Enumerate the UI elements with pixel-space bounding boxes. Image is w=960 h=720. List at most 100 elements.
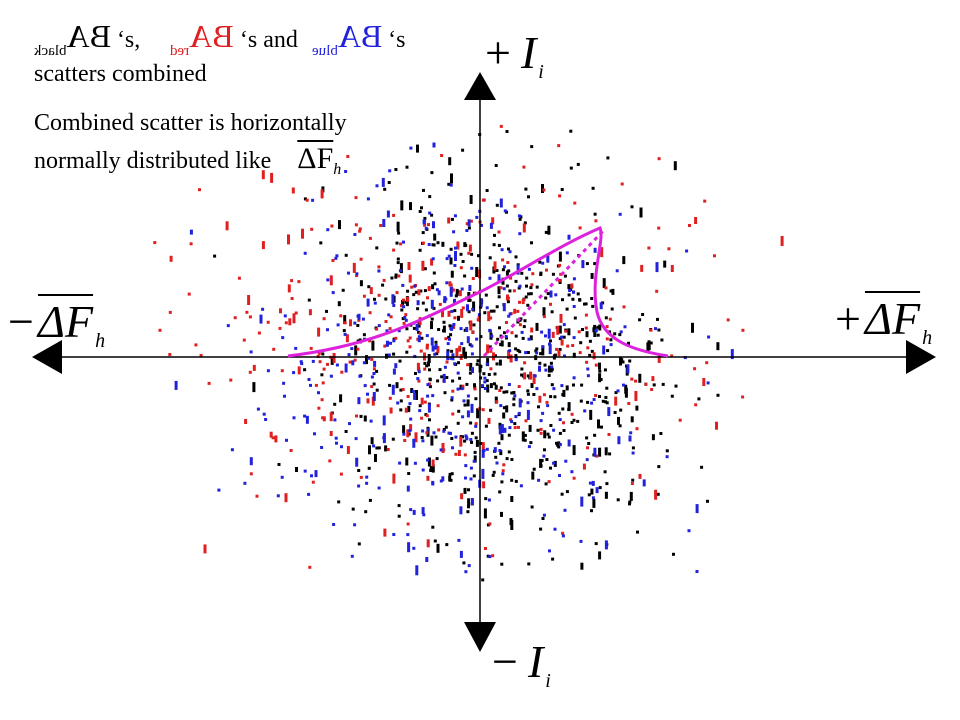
red-point xyxy=(459,266,463,270)
red-point xyxy=(566,344,570,348)
black-point xyxy=(402,425,406,434)
black-point xyxy=(663,260,667,268)
black-point xyxy=(585,262,589,266)
blue-point xyxy=(335,363,339,367)
black-point xyxy=(449,333,453,337)
blue-point xyxy=(503,209,507,213)
blue-point xyxy=(404,318,408,322)
blue-point xyxy=(432,221,435,229)
blue-point xyxy=(353,321,357,325)
red-point xyxy=(647,246,651,250)
red-point xyxy=(667,247,671,251)
blue-point xyxy=(347,271,350,275)
blue-point xyxy=(685,249,689,253)
red-point xyxy=(198,188,201,192)
black-point xyxy=(442,320,446,324)
red-point xyxy=(297,280,301,284)
black-point xyxy=(498,490,502,494)
black-point xyxy=(400,308,404,312)
red-point xyxy=(557,350,561,357)
black-point xyxy=(619,408,623,412)
black-point xyxy=(535,322,539,331)
black-point xyxy=(656,317,659,321)
red-point xyxy=(406,339,410,343)
black-point xyxy=(539,459,543,463)
black-point xyxy=(495,203,499,207)
blue-point xyxy=(412,546,416,550)
black-point xyxy=(614,391,618,395)
black-point xyxy=(213,254,217,258)
red-point xyxy=(356,347,360,351)
blue-point xyxy=(412,509,416,515)
blue-point xyxy=(544,334,547,338)
red-point xyxy=(423,400,427,404)
black-point xyxy=(529,292,533,296)
blue-point xyxy=(431,394,435,398)
black-point xyxy=(338,220,341,230)
black-point xyxy=(673,161,677,171)
red-point xyxy=(280,369,284,373)
black-point xyxy=(461,260,465,263)
blue-point xyxy=(665,455,669,459)
black-point xyxy=(303,197,307,201)
blue-point xyxy=(351,360,355,366)
black-point xyxy=(510,391,514,395)
black-point xyxy=(716,393,720,397)
black-point xyxy=(526,392,530,396)
black-point xyxy=(484,293,488,297)
red-point xyxy=(509,276,513,280)
red-point xyxy=(509,418,513,422)
blue-point xyxy=(572,336,576,340)
black-point xyxy=(381,283,385,287)
red-point xyxy=(346,155,350,158)
black-point xyxy=(431,284,435,290)
black-point xyxy=(590,349,594,353)
black-point xyxy=(337,500,341,504)
blue-point xyxy=(514,415,518,419)
black-point xyxy=(489,408,493,412)
blue-point xyxy=(487,498,491,502)
blue-point xyxy=(326,228,330,232)
blue-point xyxy=(300,362,304,366)
black-point xyxy=(500,480,504,484)
red-point xyxy=(158,328,162,332)
black-point xyxy=(604,396,608,399)
red-point xyxy=(506,294,509,301)
blue-point xyxy=(189,229,193,235)
black-point xyxy=(420,206,423,210)
blue-point xyxy=(466,336,470,344)
red-point xyxy=(406,522,410,526)
red-point xyxy=(559,313,563,323)
black-point xyxy=(527,292,531,296)
red-point xyxy=(523,372,527,380)
red-point xyxy=(595,454,599,458)
black-point xyxy=(384,445,388,452)
black-point xyxy=(392,337,396,341)
black-point xyxy=(532,393,536,396)
blue-point xyxy=(415,565,419,576)
red-point xyxy=(489,367,493,371)
red-point xyxy=(557,279,561,283)
black-point xyxy=(588,339,592,343)
black-point xyxy=(622,256,626,265)
red-point xyxy=(368,339,372,343)
blue-point xyxy=(602,345,606,355)
red-point xyxy=(409,424,413,432)
peak-dotted-line xyxy=(482,228,606,358)
red-point xyxy=(495,400,499,404)
black-point xyxy=(470,431,474,435)
blue-point xyxy=(579,539,583,543)
blue-point xyxy=(655,262,659,273)
blue-point xyxy=(357,397,361,405)
black-point xyxy=(498,359,502,366)
blue-point xyxy=(402,305,406,309)
black-point xyxy=(440,375,444,379)
header-line-2: scatters combined xyxy=(34,61,207,87)
black-point xyxy=(639,207,643,218)
blue-point xyxy=(504,335,508,338)
black-point xyxy=(375,388,379,392)
black-point xyxy=(320,373,324,377)
blue-point xyxy=(499,404,503,408)
red-point xyxy=(308,565,312,569)
black-point xyxy=(489,383,493,389)
